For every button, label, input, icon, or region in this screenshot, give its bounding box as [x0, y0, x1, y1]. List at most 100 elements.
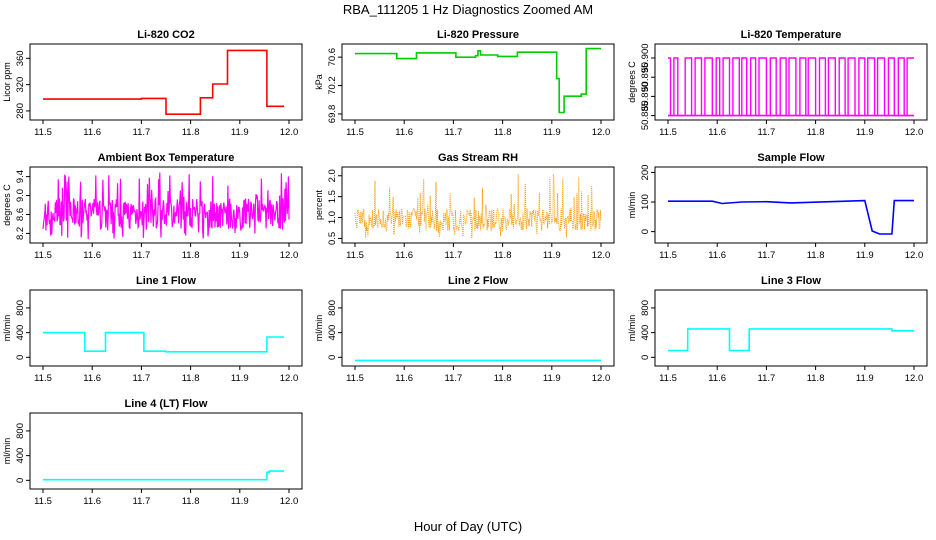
plot-frame — [341, 289, 615, 367]
x-tick-label: 11.5 — [659, 127, 677, 138]
y-axis-label: degrees C — [2, 184, 12, 226]
x-tick-label: 12.0 — [280, 496, 299, 507]
panel-title: Li-820 CO2 — [137, 29, 194, 41]
x-tick-label: 11.8 — [182, 250, 200, 261]
x-tick-label: 11.9 — [231, 496, 249, 507]
y-tick-label: 1.0 — [327, 211, 338, 224]
x-tick-label: 12.0 — [905, 250, 924, 261]
y-tick-label: 8.6 — [15, 208, 26, 221]
y-tick-label: 50.885 — [640, 101, 651, 130]
x-tick-label: 11.6 — [708, 127, 726, 138]
y-axis-label: ml/min — [2, 438, 12, 465]
y-tick-label: 0 — [15, 355, 26, 360]
panel-7: Line 1 Flow ml/min 11.5 11.6 11.7 11.8 11.9 12.… — [2, 275, 303, 384]
x-tick-label: 11.7 — [133, 373, 151, 384]
plot-frame — [341, 166, 615, 244]
x-tick-label: 11.6 — [83, 373, 101, 384]
series-line — [355, 47, 601, 114]
x-tick-label: 11.8 — [807, 373, 825, 384]
x-tick-label: 11.5 — [346, 250, 364, 261]
x-tick-label: 11.9 — [856, 373, 874, 384]
x-tick-label: 11.5 — [34, 127, 52, 138]
x-tick-label: 11.6 — [395, 127, 413, 138]
x-tick-label: 11.8 — [182, 496, 200, 507]
y-axis-label: ml/min — [627, 192, 637, 219]
x-tick-label: 11.8 — [494, 127, 512, 138]
series-line — [668, 199, 914, 235]
x-tick-label: 12.0 — [905, 127, 924, 138]
y-tick-label: 0 — [15, 478, 26, 483]
y-tick-label: 69.8 — [327, 105, 338, 124]
x-tick-label: 11.7 — [133, 496, 151, 507]
y-tick-label: 1.5 — [327, 190, 338, 203]
x-tick-label: 11.9 — [231, 373, 249, 384]
x-tick-label: 11.5 — [346, 127, 364, 138]
x-tick-label: 11.9 — [856, 250, 874, 261]
x-tick-label: 11.5 — [659, 250, 677, 261]
panel-1: Li-820 CO2 Licor ppm 11.5 11.6 11.7 11.8 11.9 1… — [2, 29, 303, 138]
y-axis-label: percent — [314, 189, 324, 220]
x-tick-label: 11.8 — [182, 373, 200, 384]
x-tick-label: 11.5 — [659, 373, 677, 384]
panel-title: Li-820 Pressure — [437, 29, 519, 41]
x-tick-label: 11.7 — [445, 373, 463, 384]
series-line — [43, 470, 285, 481]
y-axis-label: ml/min — [314, 315, 324, 342]
plot-frame — [29, 166, 303, 244]
panel-title: Li-820 Temperature — [741, 29, 842, 41]
y-axis-label: kPa — [314, 74, 324, 90]
y-tick-label: 800 — [15, 300, 26, 316]
y-axis-label: degrees C — [627, 61, 637, 103]
panel-title: Sample Flow — [757, 152, 825, 164]
x-tick-label: 11.7 — [445, 127, 463, 138]
y-tick-label: 50.890 — [640, 82, 651, 111]
plot-frame — [654, 43, 928, 121]
y-tick-label: 9.0 — [15, 189, 26, 202]
panel-6: Sample Flow ml/min 11.5 11.6 11.7 11.8 11.9 12.… — [627, 152, 928, 261]
y-tick-label: 400 — [15, 325, 26, 341]
x-tick-label: 11.9 — [543, 127, 561, 138]
panel-10: Line 4 (LT) Flow ml/min 11.5 11.6 11.7 11.8 11… — [2, 398, 303, 507]
x-tick-label: 11.6 — [708, 250, 726, 261]
x-tick-label: 11.9 — [231, 250, 249, 261]
x-tick-label: 11.6 — [83, 496, 101, 507]
x-tick-label: 11.8 — [494, 250, 512, 261]
x-axis-label: Hour of Day (UTC) — [414, 519, 522, 534]
series-points — [354, 173, 602, 239]
plot-frame — [654, 289, 928, 367]
y-tick-label: 9.4 — [15, 170, 26, 183]
plot-frame — [29, 289, 303, 367]
y-tick-label: 2.0 — [327, 169, 338, 182]
y-tick-label: 70.6 — [327, 48, 338, 67]
x-tick-label: 11.6 — [83, 127, 101, 138]
series-line — [668, 328, 914, 352]
y-tick-label: 200 — [640, 165, 651, 181]
y-tick-label: 320 — [15, 77, 26, 93]
x-tick-label: 11.5 — [34, 373, 52, 384]
x-tick-label: 12.0 — [592, 250, 611, 261]
panel-title: Line 3 Flow — [761, 275, 821, 287]
x-tick-label: 12.0 — [905, 373, 924, 384]
y-axis-label: ml/min — [627, 315, 637, 342]
x-tick-label: 11.8 — [182, 127, 200, 138]
x-tick-label: 12.0 — [280, 250, 299, 261]
panel-grid: Li-820 CO2 Licor ppm 11.5 11.6 11.7 11.8 11.9 1… — [2, 29, 928, 507]
y-tick-label: 50.895 — [640, 63, 651, 92]
series-line — [668, 57, 914, 117]
series-line — [43, 49, 285, 115]
y-tick-label: 360 — [15, 50, 26, 66]
x-tick-label: 11.6 — [395, 250, 413, 261]
plot-frame — [654, 166, 928, 244]
series-line — [42, 172, 290, 240]
panel-2: Li-820 Pressure kPa 11.5 11.6 11.7 11.8 11.9 12… — [314, 29, 615, 138]
x-tick-label: 11.9 — [231, 127, 249, 138]
plot-frame — [29, 412, 303, 490]
x-tick-label: 11.9 — [856, 127, 874, 138]
x-tick-label: 11.7 — [758, 373, 776, 384]
x-tick-label: 11.9 — [543, 250, 561, 261]
panel-title: Gas Stream RH — [438, 152, 518, 164]
x-tick-label: 12.0 — [280, 373, 299, 384]
x-tick-label: 12.0 — [592, 373, 611, 384]
plot-frame — [29, 43, 303, 121]
x-tick-label: 11.6 — [708, 373, 726, 384]
